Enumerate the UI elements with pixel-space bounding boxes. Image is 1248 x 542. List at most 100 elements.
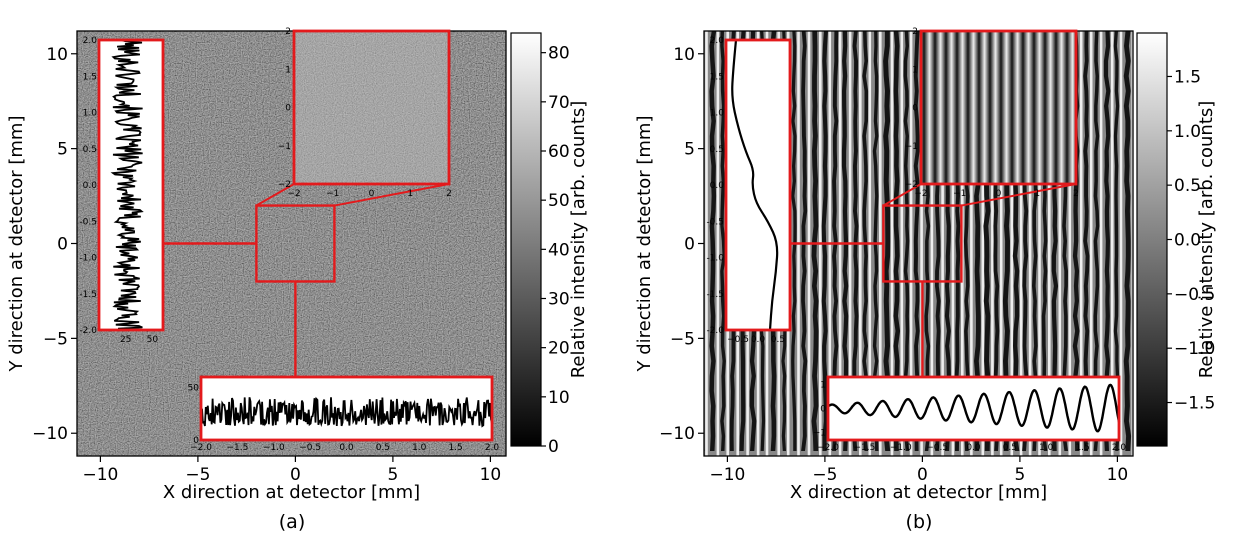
inset-tick-label: 2 [285, 27, 291, 37]
inset-tick-label: 0 [285, 104, 291, 114]
fringe-dark [1093, 31, 1100, 451]
colorbar-tick-label: 1.0 [1174, 122, 1201, 142]
inset-background [726, 40, 790, 330]
colorbar-tick-label: 30 [548, 290, 570, 310]
inset-tick-label: 0.5 [83, 145, 97, 155]
inset-tick-label: 2.0 [83, 36, 98, 46]
inset-tick-label: 2.0 [485, 443, 500, 453]
y-tick-label: −5 [670, 329, 695, 349]
y-axis-label: Y direction at detector [mm] [6, 116, 27, 373]
fringe-dark [811, 31, 819, 451]
colorbar-tick-label: 10 [548, 388, 570, 408]
fringe-dark [893, 31, 901, 451]
inset-tick-label: 1.0 [83, 109, 98, 119]
inset-tick-label: 2.0 [710, 36, 725, 46]
inset-tick-label: 1.5 [83, 72, 97, 82]
inset-tick-label: 1.5 [448, 443, 462, 453]
fringe-bright [951, 31, 955, 456]
colorbar-tick-label: −1.0 [1174, 339, 1215, 359]
inset-frame [97, 38, 165, 332]
y-tick-label: −10 [659, 424, 695, 444]
connector-line [334, 183, 450, 207]
inset-tick-label: 1 [407, 189, 413, 199]
fringe-dark [821, 31, 828, 451]
colorbar-tick-label: −0.5 [1174, 285, 1215, 305]
inset-tick-label: 0.5 [771, 335, 785, 345]
fringe-bright [930, 31, 934, 456]
fringe-bright [900, 31, 904, 456]
inset-tick-label: 0 [912, 104, 918, 114]
colorbar-tick-label: 1.5 [1174, 67, 1201, 87]
zoom-image-inset: −2 −1 0 1 2 −2 −1 0 1 2 [905, 27, 1079, 199]
fringe-bright [1131, 31, 1133, 456]
inset-tick-label: 1.5 [1075, 443, 1089, 453]
fringe-dark [1123, 31, 1132, 451]
x-tick-label: −10 [82, 465, 118, 485]
fringe-bright [999, 31, 1003, 456]
y-tick-label: 5 [684, 140, 695, 160]
y-tick-label: 0 [684, 235, 695, 255]
panel-label: (b) [906, 511, 933, 533]
fringe-bright [970, 31, 973, 456]
x-axis-label: X direction at detector [mm] [163, 482, 420, 503]
colorbar-tick-label: 50 [548, 191, 570, 211]
colorbar-tick-label: 80 [548, 44, 570, 64]
inset-tick-label: −1 [278, 142, 291, 152]
inset-tick-label: 0.0 [710, 181, 725, 191]
y-tick-label: 0 [57, 235, 68, 255]
fringe-bright [716, 31, 720, 456]
vertical-profile-inset: -2.0 -1.5 -1.0 -0.5 0.0 0.5 1.0 1.5 2.0 25 50 [79, 36, 165, 345]
inset-tick-label: 0 [996, 189, 1002, 199]
inset-background [828, 377, 1119, 440]
x-tick-label: −5 [812, 465, 837, 485]
fringe-dark [913, 31, 920, 451]
colorbar-tick-label: 60 [548, 142, 570, 162]
inset-tick-label: 50 [188, 384, 200, 394]
inset-tick-label: −2 [287, 189, 300, 199]
inset-tick-label: 2 [1073, 189, 1079, 199]
inset-tick-label: −1 [905, 142, 918, 152]
inset-tick-label: −2 [914, 189, 927, 199]
fringe-dark [852, 31, 859, 451]
inset-tick-label: -0.5 [706, 217, 724, 227]
profile-line [200, 396, 493, 428]
y-tick-label: −5 [43, 329, 68, 349]
inset-tick-label: -1.0 [706, 254, 724, 264]
inset-tick-label: −2.0 [190, 443, 212, 453]
inset-tick-label: 1 [912, 65, 918, 75]
colorbar-tick-label: 0 [548, 437, 559, 457]
inset-frame [919, 29, 1078, 186]
inset-tick-label: −1 [953, 189, 966, 199]
fringe-bright [1068, 31, 1072, 456]
fringe-bright [705, 31, 708, 456]
fringe-bright [1038, 31, 1041, 456]
y-tick-label: 10 [46, 45, 68, 65]
inset-tick-label: 0.5 [710, 145, 724, 155]
panel-label: (a) [279, 511, 305, 533]
inset-tick-label: 1 [1034, 189, 1040, 199]
zoom-image-inset: −2 −1 0 1 2 −2 −1 0 1 2 [278, 27, 452, 199]
x-tick-label: −10 [709, 465, 745, 485]
inset-tick-label: -1.0 [79, 254, 97, 264]
inset-tick-label: 0.0 [83, 181, 98, 191]
inset-tick-label: −1.0 [890, 443, 912, 453]
fringe-bright [1028, 31, 1032, 456]
colorbar [1136, 32, 1168, 447]
inset-tick-label: 0 [820, 405, 826, 415]
x-tick-label: 0 [290, 465, 301, 485]
fringe-bright [1058, 31, 1062, 456]
inset-tick-label: −1.5 [226, 443, 248, 453]
inset-tick-label: −0.5 [727, 335, 749, 345]
fringe-bright [1089, 31, 1093, 456]
profile-line [731, 39, 779, 331]
colorbar-tick-label: −1.5 [1174, 394, 1215, 414]
fringe-bright [1099, 31, 1103, 456]
colorbar-tick-label: 0.5 [1174, 176, 1201, 196]
colorbar [510, 32, 542, 447]
zoom-image-noise [294, 31, 449, 184]
fringe-dark [1113, 31, 1120, 451]
connector-line [961, 183, 1077, 207]
inset-frame [724, 38, 792, 332]
inset-tick-label: 1 [820, 380, 826, 390]
x-axis-label: X direction at detector [mm] [790, 482, 1047, 503]
